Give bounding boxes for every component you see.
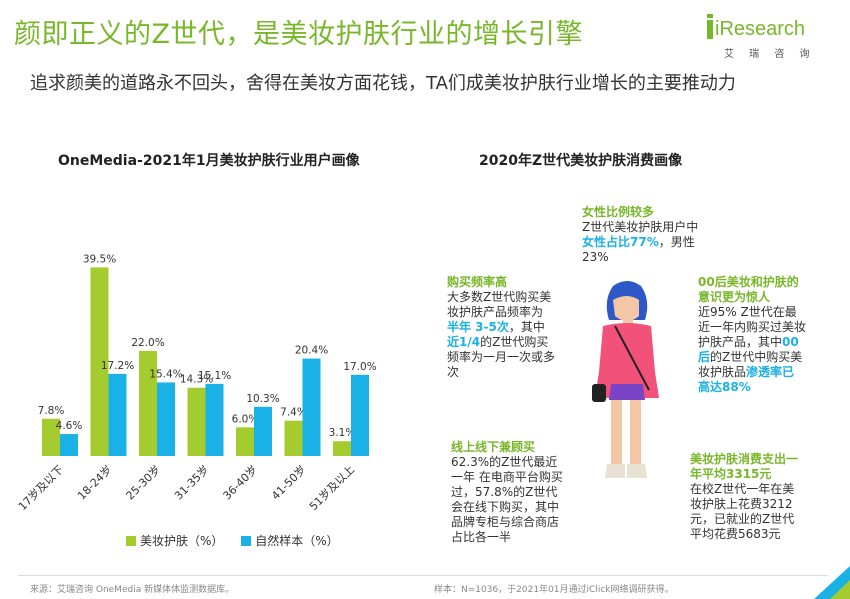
page-title: 颜即正义的Z世代，是美妆护肤行业的增长引擎 — [14, 19, 583, 50]
note-female-ratio: 女性比例较多 Z世代美妆护肤用户中女性占比77%，男性23% — [582, 205, 700, 265]
legend-swatch-green — [126, 535, 136, 546]
note-00-text1: 近95% Z世代在最近一年内购买过美妆护肤产品，其中 — [698, 305, 807, 349]
note-freq-text3: 的Z世代购买频率为一月一次或多次 — [447, 335, 556, 379]
bar-beauty-4 — [236, 427, 254, 456]
young-woman-illustration — [592, 281, 659, 478]
bar-beauty-0 — [42, 418, 60, 456]
note-purchase-frequency: 购买频率高 大多数Z世代购买美妆护肤产品频率为半年 3-5次，其中近1/4的Z世… — [447, 275, 555, 380]
portrait-title: 2020年Z世代美妆护肤消费画像 — [479, 153, 683, 169]
note-gen00-awareness: 00后美妆和护肤的意识更为惊人 近95% Z世代在最近一年内购买过美妆护肤产品，… — [698, 275, 806, 395]
note-00-highlight1: 00后 — [698, 335, 799, 364]
note-spend-head: 美妆护肤消费支出一年平均3315元 — [690, 452, 799, 481]
bar-label-natural-1: 17.2% — [101, 360, 134, 372]
source-note: 来源：艾瑞咨询 OneMedia 新媒体体监测数据库。 — [30, 585, 235, 595]
x-tick-label-4: 36-40岁 — [220, 462, 260, 502]
bar-label-beauty-2: 22.0% — [131, 337, 164, 349]
bar-beauty-1 — [90, 267, 109, 456]
note-spend-text: 在校Z世代一年在美妆护肤上花费3212元，已就业的Z世代平均花费5683元 — [690, 482, 795, 541]
bar-label-natural-3: 15.1% — [198, 370, 231, 382]
bar-natural-6 — [351, 374, 369, 456]
footer-divider — [18, 575, 828, 576]
bar-beauty-5 — [284, 420, 303, 456]
bar-natural-5 — [302, 358, 321, 456]
note-freq-highlight2: 近1/4 — [447, 335, 481, 349]
note-female-text2: ，男性23% — [582, 235, 695, 264]
bar-label-natural-5: 20.4% — [295, 345, 328, 357]
bar-label-natural-6: 17.0% — [343, 361, 376, 373]
note-00-highlight2: 渗透率已高达88% — [698, 365, 795, 394]
legend-label-beauty: 美妆护肤（%） — [140, 534, 224, 548]
note-freq-highlight1: 半年 3-5次 — [447, 320, 509, 334]
note-freq-text2: ，其中 — [508, 320, 545, 334]
note-female-head: 女性比例较多 — [582, 205, 655, 219]
note-00-text2: 的Z世代中购买美妆护肤品 — [698, 350, 803, 379]
bar-label-beauty-0: 7.8% — [38, 405, 65, 417]
logo-subtitle: 艾 瑞 咨 询 — [724, 49, 816, 60]
legend-item-beauty: 美妆护肤（%） — [126, 532, 223, 549]
logo-text: iResearch — [715, 18, 805, 40]
legend-item-natural: 自然样本（%） — [241, 532, 339, 549]
note-freq-text1: 大多数Z世代购买美妆护肤产品频率为 — [447, 290, 552, 319]
note-female-text1: Z世代美妆护肤用户中 — [582, 220, 699, 234]
chart-title: OneMedia-2021年1月美妆护肤行业用户画像 — [58, 153, 360, 169]
note-online-text: 62.3%的Z世代最近一年 在电商平台购买过，57.8%的Z世代会在线下购买，其… — [451, 455, 563, 544]
legend-label-natural: 自然样本（%） — [255, 534, 339, 548]
note-female-highlight: 女性占比77% — [582, 235, 659, 249]
x-tick-label-6: 51岁及以上 — [306, 462, 357, 513]
bar-natural-1 — [108, 373, 127, 456]
bar-label-beauty-3: 14.3% — [180, 374, 213, 386]
age-bar-chart: 7.8% 4.6% 17岁及以下 39.5% 17.2% 18-24岁 22.0% 15.4%… — [15, 253, 376, 513]
note-online-head: 线上线下兼顾买 — [451, 440, 536, 454]
x-tick-label-3: 31-35岁 — [171, 462, 211, 502]
x-tick-label-1: 18-24岁 — [74, 462, 114, 502]
iresearch-logo: iResearch — [707, 14, 805, 40]
bar-label-natural-4: 10.3% — [246, 393, 279, 405]
note-00-head: 00后美妆和护肤的意识更为惊人 — [698, 275, 799, 304]
sample-note: 样本：N=1036，于2021年01月通过iClick网络调研获得。 — [434, 585, 674, 595]
x-tick-label-5: 41-50岁 — [268, 462, 308, 502]
bar-natural-0 — [60, 434, 78, 456]
legend-swatch-blue — [241, 535, 252, 546]
corner-decoration — [814, 566, 850, 599]
bar-beauty-3 — [187, 387, 206, 456]
bar-beauty-6 — [333, 441, 351, 456]
bar-natural-3 — [205, 383, 224, 456]
bar-label-beauty-5: 7.4% — [280, 407, 307, 419]
chart-legend: 美妆护肤（%） 自然样本（%） — [126, 532, 353, 549]
bar-label-natural-0: 4.6% — [56, 420, 83, 432]
note-annual-spend: 美妆护肤消费支出一年平均3315元 在校Z世代一年在美妆护肤上花费3212元，已… — [690, 452, 802, 542]
bar-beauty-2 — [139, 350, 157, 456]
bar-label-beauty-4: 6.0% — [232, 413, 259, 425]
subtitle: 追求颜美的道路永不回头，舍得在美妆方面花钱，TA们成美妆护肤行业增长的主要推动力 — [30, 73, 736, 94]
bar-natural-2 — [157, 382, 175, 456]
bar-natural-4 — [254, 406, 272, 456]
bar-label-beauty-1: 39.5% — [83, 253, 116, 265]
note-online-offline: 线上线下兼顾买 62.3%的Z世代最近一年 在电商平台购买过，57.8%的Z世代… — [451, 440, 563, 545]
x-tick-label-2: 25-30岁 — [123, 462, 163, 502]
bar-label-natural-2: 15.4% — [149, 368, 182, 380]
note-freq-head: 购买频率高 — [447, 275, 508, 289]
bar-label-beauty-6: 3.1% — [329, 427, 356, 439]
x-tick-label-0: 17岁及以下 — [15, 462, 66, 513]
